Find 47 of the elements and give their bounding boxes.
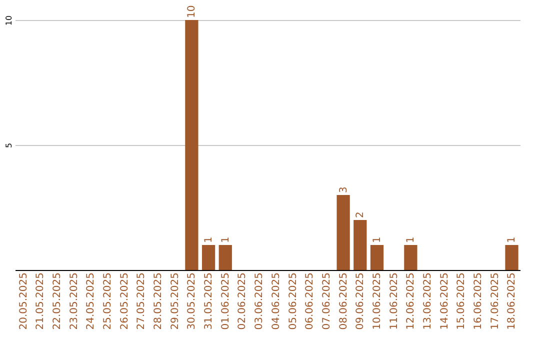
bar (336, 195, 350, 270)
bar (404, 245, 418, 270)
x-tick-label: 07.06.2025 (321, 272, 332, 330)
x-tick-label: 04.06.2025 (270, 272, 282, 330)
x-tick-label: 26.05.2025 (119, 272, 130, 330)
bar (505, 245, 518, 270)
x-tick-label: 14.06.2025 (439, 272, 450, 330)
x-tick-label: 23.05.2025 (68, 272, 80, 330)
x-tick-label: 17.06.2025 (490, 272, 501, 330)
x-tick-label: 31.05.2025 (204, 272, 215, 330)
x-tick-label: 27.05.2025 (136, 272, 148, 330)
x-tick-label: 16.06.2025 (473, 272, 484, 330)
bar (202, 245, 216, 270)
y-tick-label: 5 (4, 142, 14, 148)
bar (370, 245, 384, 270)
x-tick-label: 20.05.2025 (18, 272, 30, 330)
data-label: 1 (506, 236, 518, 243)
x-tick-label: 06.06.2025 (304, 272, 316, 330)
x-tick-label: 09.06.2025 (355, 272, 366, 330)
data-label: 3 (338, 186, 350, 193)
x-tick-label: 15.06.2025 (456, 272, 468, 330)
data-label: 10 (186, 5, 198, 18)
x-tick-label: 08.06.2025 (338, 272, 350, 330)
x-tick-label: 05.06.2025 (288, 272, 299, 330)
bar (354, 220, 367, 270)
data-label: 1 (204, 236, 215, 243)
bar (185, 20, 198, 270)
x-tick-label: 25.05.2025 (102, 272, 114, 330)
x-tick-label: 21.05.2025 (35, 272, 46, 330)
bar (218, 245, 232, 270)
x-tick-label: 29.05.2025 (170, 272, 181, 330)
x-tick-label: 22.05.2025 (52, 272, 63, 330)
x-tick-label: 13.06.2025 (422, 272, 434, 330)
data-label: 1 (406, 236, 417, 243)
data-label: 1 (220, 236, 232, 243)
x-tick-label: 03.06.2025 (254, 272, 266, 330)
x-tick-label: 11.06.2025 (388, 272, 400, 330)
data-label: 1 (372, 236, 383, 243)
x-tick-label: 12.06.2025 (406, 272, 417, 330)
x-tick-label: 28.05.2025 (153, 272, 164, 330)
x-tick-label: 10.06.2025 (372, 272, 383, 330)
x-tick-label: 24.05.2025 (86, 272, 97, 330)
data-label: 2 (355, 212, 366, 218)
x-tick-label: 01.06.2025 (220, 272, 232, 330)
x-tick-label: 18.06.2025 (506, 272, 518, 330)
x-tick-label: 30.05.2025 (186, 272, 198, 330)
x-tick-label: 02.06.2025 (237, 272, 248, 330)
